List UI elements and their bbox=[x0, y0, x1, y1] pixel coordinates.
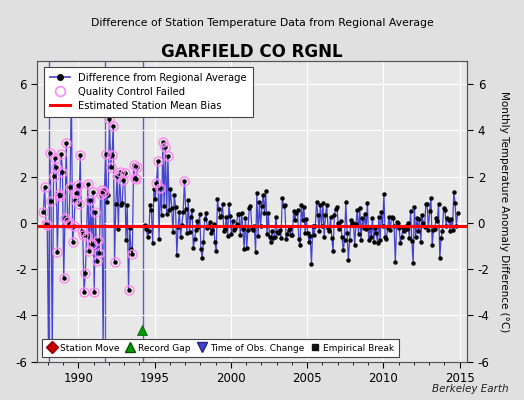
Text: Difference of Station Temperature Data from Regional Average: Difference of Station Temperature Data f… bbox=[91, 18, 433, 28]
Y-axis label: Monthly Temperature Anomaly Difference (°C): Monthly Temperature Anomaly Difference (… bbox=[499, 91, 509, 332]
Text: Berkeley Earth: Berkeley Earth bbox=[432, 384, 508, 394]
Title: GARFIELD CO RGNL: GARFIELD CO RGNL bbox=[161, 43, 343, 61]
Legend: Station Move, Record Gap, Time of Obs. Change, Empirical Break: Station Move, Record Gap, Time of Obs. C… bbox=[42, 339, 399, 357]
